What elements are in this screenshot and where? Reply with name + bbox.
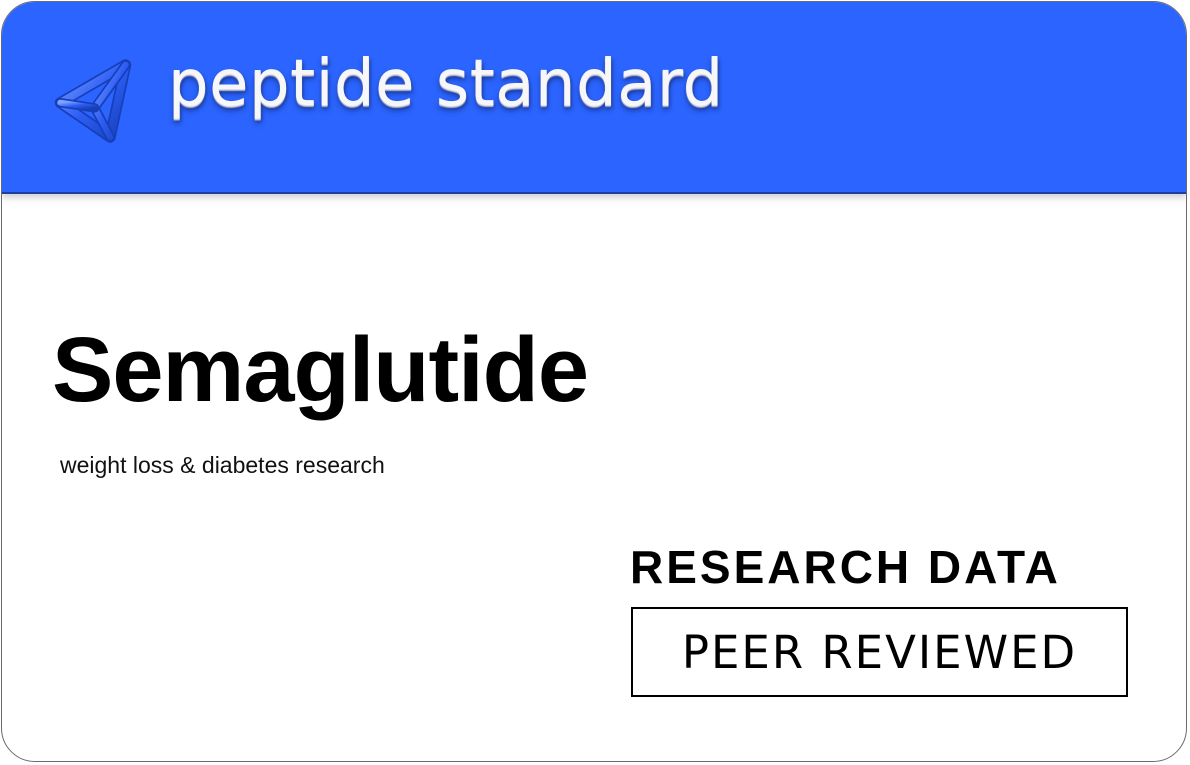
research-data-label: RESEARCH DATA xyxy=(630,541,1061,593)
peer-reviewed-badge: PEER REVIEWED xyxy=(631,607,1128,697)
peer-reviewed-text: PEER REVIEWED xyxy=(681,625,1078,679)
product-name: Semaglutide xyxy=(52,319,589,421)
triangle-knot-icon xyxy=(54,59,132,143)
brand-name: peptide standard xyxy=(168,47,724,121)
header-bar: peptide standard xyxy=(2,2,1186,194)
product-tagline: weight loss & diabetes research xyxy=(60,452,385,478)
